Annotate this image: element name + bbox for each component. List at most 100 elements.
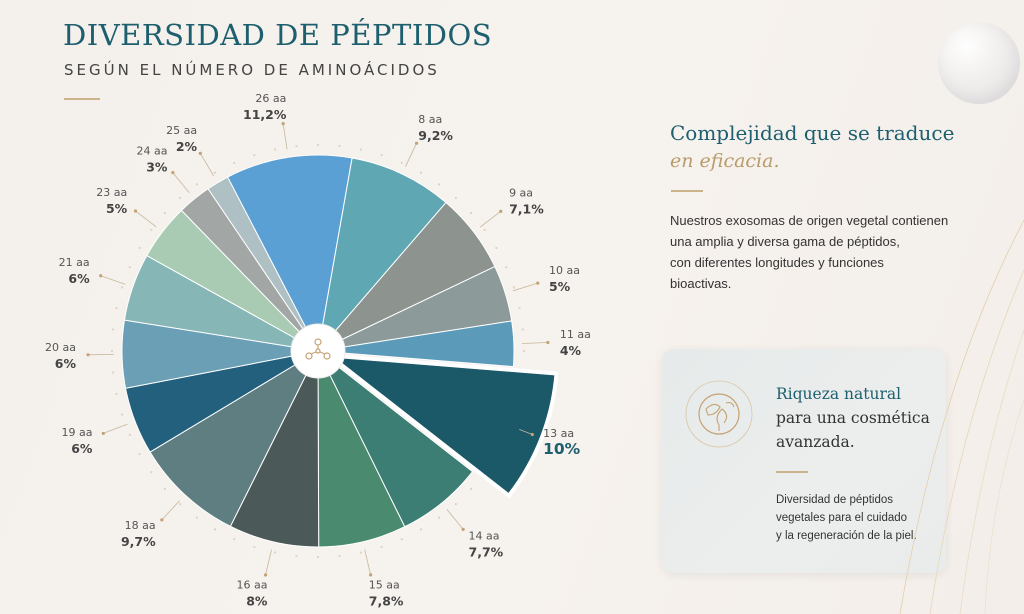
ring-dot <box>454 502 457 506</box>
leader-line <box>405 143 417 167</box>
ring-dot <box>338 145 341 148</box>
card-description-line: y la regeneración de la piel. <box>776 530 917 542</box>
slice-label: 21 aa <box>59 256 90 269</box>
card-description-line: Diversidad de péptidos <box>776 494 893 506</box>
ring-dot <box>213 171 217 174</box>
leader-dot <box>499 209 503 213</box>
panel-description-line: Nuestros exosomas de origen vegetal cont… <box>670 213 949 228</box>
ring-dot <box>128 433 131 436</box>
slice-value-label: 9,7% <box>121 534 156 549</box>
ring-dot <box>295 554 298 557</box>
slice-label: 20 aa <box>45 341 76 354</box>
decorative-bubble <box>938 22 1020 104</box>
slice-value-label: 8% <box>246 593 268 608</box>
slice-label: 9 aa <box>509 186 533 199</box>
leader-dot <box>160 518 164 522</box>
slice-label: 15 aa <box>369 578 400 591</box>
ring-dot <box>338 554 341 557</box>
pie-slice-13-aa <box>327 353 559 498</box>
panel-divider <box>671 190 703 192</box>
panel-description-line: bioactivas. <box>670 276 732 291</box>
leader-line <box>199 153 214 176</box>
slice-label: 23 aa <box>96 186 127 199</box>
molecule-icon <box>305 338 331 360</box>
ring-dot <box>233 538 236 541</box>
ring-dot <box>120 413 124 416</box>
slice-value-label: 9,2% <box>418 128 453 143</box>
ring-dot <box>233 161 236 164</box>
ring-dot <box>400 538 403 541</box>
leader-line <box>364 549 372 575</box>
ring-dot <box>128 266 131 269</box>
ring-dot <box>195 516 199 519</box>
leader-line <box>446 508 464 530</box>
leader-dot <box>86 353 90 357</box>
leader-dot <box>461 527 465 531</box>
slice-label: 13 aa <box>543 427 574 440</box>
card-divider <box>776 471 808 473</box>
slice-label: 25 aa <box>166 124 197 137</box>
slice-value-label: 11,2% <box>243 107 287 122</box>
slice-label: 10 aa <box>549 264 580 277</box>
leaf-globe-icon <box>685 380 753 448</box>
decorative-gold-lines <box>899 219 1024 614</box>
slice-label: 11 aa <box>560 328 591 341</box>
ring-dot <box>454 196 457 200</box>
slice-value-label: 3% <box>146 160 168 175</box>
ring-dot <box>110 349 114 353</box>
leader-line <box>519 429 533 435</box>
panel-description: Nuestros exosomas de origen vegetal cont… <box>670 210 970 294</box>
ring-dot <box>253 153 256 157</box>
ring-dot <box>316 555 320 559</box>
leader-line <box>161 500 180 521</box>
ring-dot <box>518 307 521 310</box>
slice-value-label: 2% <box>176 139 198 154</box>
leader-line <box>265 549 272 576</box>
ring-dot <box>469 487 473 490</box>
slice-value-label: 7,8% <box>369 593 404 608</box>
ring-dot <box>274 551 277 554</box>
pie-slice-8-aa <box>317 157 447 352</box>
ring-dot <box>120 286 124 289</box>
ring-dot <box>505 266 508 269</box>
slice-label: 24 aa <box>136 145 167 158</box>
slice-label: 18 aa <box>125 519 156 532</box>
leader-line <box>512 282 538 292</box>
ring-dot <box>115 307 118 310</box>
ring-dot <box>316 143 320 147</box>
slice-label: 8 aa <box>418 113 442 126</box>
ring-dot <box>274 148 277 151</box>
ring-dot <box>115 392 118 395</box>
card-description-line: vegetales para el cuidado <box>776 512 908 524</box>
leader-line <box>172 172 190 194</box>
ring-dot <box>437 183 441 186</box>
slice-value-label: 4% <box>560 343 582 358</box>
leader-line <box>103 423 128 434</box>
slice-value-label: 5% <box>106 201 128 216</box>
panel-description-line: una amplia y diversa gama de péptidos, <box>670 234 900 249</box>
leader-dot <box>414 141 419 145</box>
ring-dot <box>419 528 423 531</box>
ring-dot <box>195 183 199 186</box>
ring-dot <box>163 212 167 215</box>
card-description: Diversidad de péptidos vegetales para el… <box>776 491 917 545</box>
leader-dot <box>99 274 103 278</box>
slice-value-label: 7,1% <box>509 201 544 216</box>
ring-dot <box>163 487 167 490</box>
ring-dot <box>150 228 153 232</box>
ring-dot <box>469 212 473 215</box>
leader-line <box>100 275 126 285</box>
ring-dot <box>495 246 498 250</box>
slice-value-label: 6% <box>71 441 93 456</box>
ring-dot <box>179 196 182 200</box>
panel-heading-accent: en eficacia. <box>670 150 780 172</box>
ring-dot <box>253 545 256 549</box>
slice-value-label: 10% <box>543 440 581 458</box>
ring-dot <box>138 452 141 456</box>
ring-dot <box>437 516 441 519</box>
leader-dot <box>536 281 540 285</box>
slice-value-label: 7,7% <box>469 544 504 559</box>
ring-dot <box>112 371 115 374</box>
leader-line <box>282 123 288 150</box>
